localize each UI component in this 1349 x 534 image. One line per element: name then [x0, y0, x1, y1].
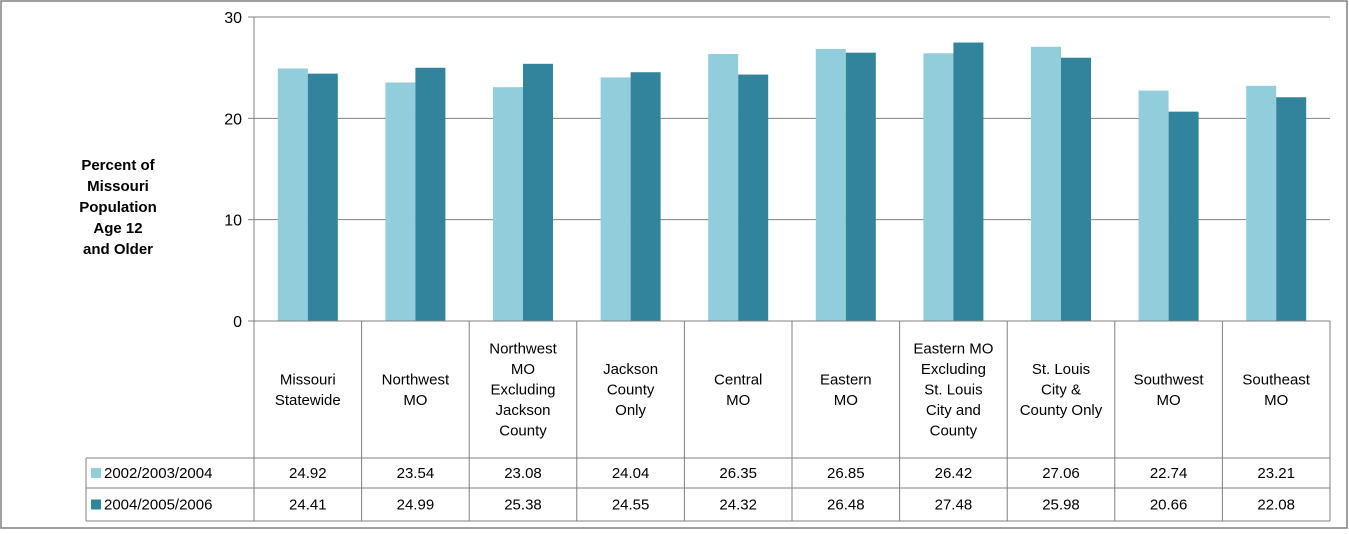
data-table-value: 26.48 [827, 497, 865, 514]
category-label: St. Louis [1032, 361, 1090, 378]
data-table-value: 24.99 [397, 497, 435, 514]
category-label: MO [403, 392, 427, 409]
data-table-value: 26.85 [827, 465, 865, 482]
data-table-value: 26.42 [935, 465, 973, 482]
y-axis: 0 10 20 30 [224, 10, 255, 331]
bar-series-1 [385, 82, 416, 321]
category-label: Statewide [275, 392, 341, 409]
legend-label: 2002/2003/2004 [104, 465, 212, 482]
data-table: Missouri Statewide Northwest MO Northwest MO E… [85, 320, 1331, 522]
bar-series-2 [845, 52, 876, 321]
data-table-value: 23.21 [1257, 465, 1295, 482]
bar-series-1 [1246, 85, 1277, 322]
y-tick-label: 30 [224, 10, 242, 27]
bar-series-2 [523, 63, 553, 321]
data-table-value: 22.74 [1150, 465, 1188, 482]
bar-series-2 [415, 67, 446, 321]
bar-series-2 [738, 74, 769, 321]
category-label: County [499, 423, 547, 440]
category-label: Northwest [382, 371, 450, 388]
category-label: MO [726, 392, 750, 409]
data-table-value: 23.54 [397, 465, 435, 482]
bar-series-1 [1138, 90, 1169, 322]
y-axis-label-line: Age 12 [93, 220, 142, 237]
data-table-value: 26.35 [719, 465, 757, 482]
bar-series-1 [277, 68, 308, 322]
bar-series-2 [1276, 97, 1307, 321]
y-tick-label: 0 [233, 314, 242, 331]
category-label: MO [1157, 392, 1181, 409]
y-tick-label: 20 [224, 111, 242, 128]
y-axis-label-line: Population [79, 199, 157, 216]
data-table-value: 22.08 [1257, 497, 1295, 514]
data-table-value: 24.04 [612, 465, 650, 482]
y-axis-label: Percent of Missouri Population Age 12 and Ol… [79, 157, 157, 258]
y-axis-label-line: Percent of [81, 157, 155, 174]
data-table-value: 27.48 [935, 497, 973, 514]
y-axis-label-line: and Older [83, 241, 153, 258]
data-table-value: 27.06 [1042, 465, 1080, 482]
data-table-value: 23.08 [504, 465, 542, 482]
legend-swatch [91, 499, 101, 510]
category-label: Southwest [1134, 371, 1205, 388]
category-label: County [930, 423, 978, 440]
category-label: City and [926, 402, 981, 419]
category-label: MO [1264, 392, 1288, 409]
category-label: Only [615, 402, 646, 419]
data-table-value: 25.98 [1042, 497, 1080, 514]
data-table-value: 25.38 [504, 497, 542, 514]
bar-series-2 [953, 42, 984, 321]
category-label: City & [1041, 382, 1081, 399]
data-table-value: 24.32 [719, 497, 757, 514]
bar-series-2 [1061, 57, 1091, 322]
data-table-value: 24.41 [289, 497, 327, 514]
category-label: County [607, 382, 655, 399]
category-label: Jackson [603, 361, 658, 378]
category-label: Eastern [820, 371, 872, 388]
category-label: Northwest [489, 341, 557, 358]
data-table-value: 24.92 [289, 465, 327, 482]
category-label: St. Louis [924, 382, 982, 399]
category-label: County Only [1020, 402, 1103, 419]
category-label: Southeast [1242, 371, 1310, 388]
bar-series-1 [815, 48, 846, 322]
category-label: Excluding [921, 361, 986, 378]
category-label: Central [714, 371, 762, 388]
category-label: MO [834, 392, 858, 409]
bars [277, 42, 1307, 322]
legend-swatch [91, 468, 101, 478]
bar-series-2 [1168, 111, 1199, 322]
category-label: Missouri [280, 371, 336, 388]
category-label: Eastern MO [913, 341, 993, 358]
category-label: Jackson [495, 402, 550, 419]
category-label: MO [511, 361, 535, 378]
bar-series-1 [1031, 46, 1061, 322]
legend-label: 2004/2005/2006 [104, 497, 212, 514]
bar-series-1 [493, 87, 523, 321]
bar-series-1 [600, 77, 631, 321]
y-tick-label: 10 [224, 213, 242, 230]
bar-series-2 [307, 73, 338, 322]
bar-series-1 [923, 53, 954, 321]
bar-series-1 [708, 53, 739, 322]
category-label: Excluding [490, 382, 555, 399]
y-axis-label-line: Missouri [87, 178, 149, 195]
data-table-value: 24.55 [612, 497, 650, 514]
bar-series-2 [630, 72, 661, 321]
data-table-value: 20.66 [1150, 497, 1188, 514]
